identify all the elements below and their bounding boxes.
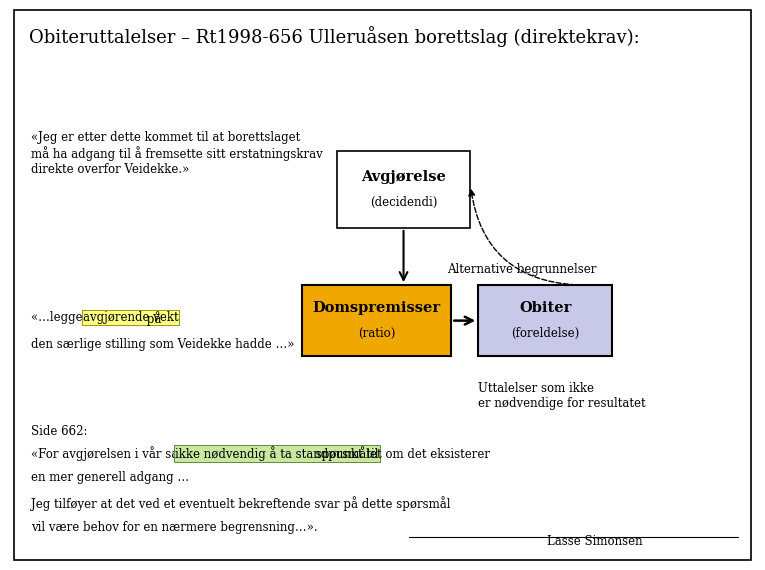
Text: Side 662:: Side 662: — [31, 425, 87, 438]
Text: avgjørende vekt: avgjørende vekt — [83, 311, 178, 324]
Text: Lasse Simonsen: Lasse Simonsen — [547, 535, 643, 548]
Text: «For avgjørelsen i vår sak er det …: «For avgjørelsen i vår sak er det … — [31, 446, 243, 461]
Text: en mer generell adgang …: en mer generell adgang … — [31, 471, 189, 484]
Text: Domspremisser: Domspremisser — [313, 301, 441, 315]
FancyBboxPatch shape — [302, 285, 451, 356]
Text: Avgjørelse: Avgjørelse — [361, 170, 446, 184]
Text: «Jeg er etter dette kommet til at borettslaget
må ha adgang til å fremsette sitt: «Jeg er etter dette kommet til at borett… — [31, 131, 322, 176]
Text: spørsmålet om det eksisterer: spørsmålet om det eksisterer — [312, 446, 490, 461]
Text: Alternative begrunnelser: Alternative begrunnelser — [448, 263, 597, 275]
Text: vil være behov for en nærmere begrensning…».: vil være behov for en nærmere begrensnin… — [31, 521, 317, 534]
FancyBboxPatch shape — [478, 285, 612, 356]
Text: (decidendi): (decidendi) — [369, 196, 438, 209]
FancyBboxPatch shape — [14, 10, 751, 560]
Text: Obiteruttalelser – Rt1998-656 Ulleruåsen borettslag (direktekrav):: Obiteruttalelser – Rt1998-656 Ulleruåsen… — [29, 26, 640, 47]
Text: (foreldelse): (foreldelse) — [511, 327, 579, 340]
Text: Uttalelser som ikke
er nødvendige for resultatet: Uttalelser som ikke er nødvendige for re… — [478, 382, 646, 410]
Text: på: på — [143, 311, 161, 325]
Text: (ratio): (ratio) — [358, 327, 396, 340]
FancyArrowPatch shape — [469, 190, 576, 285]
Text: Jeg tilføyer at det ved et eventuelt bekreftende svar på dette spørsmål: Jeg tilføyer at det ved et eventuelt bek… — [31, 496, 450, 511]
Text: ikke nødvendig å ta standpunkt til: ikke nødvendig å ta standpunkt til — [175, 446, 379, 461]
Text: «…legger jeg: «…legger jeg — [31, 311, 113, 324]
Text: den særlige stilling som Veidekke hadde …»: den særlige stilling som Veidekke hadde … — [31, 338, 294, 351]
FancyBboxPatch shape — [337, 151, 470, 228]
Text: Obiter: Obiter — [519, 301, 571, 315]
